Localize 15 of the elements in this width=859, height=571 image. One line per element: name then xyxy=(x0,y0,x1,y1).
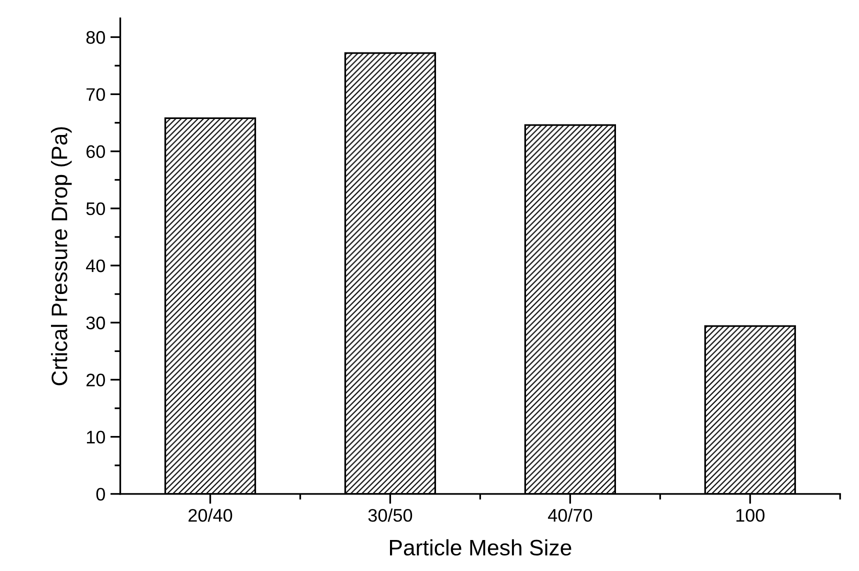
x-tick-label: 20/40 xyxy=(188,508,232,522)
x-tick-label: 40/70 xyxy=(548,508,592,522)
y-tick-label: 40 xyxy=(86,259,105,272)
y-tick-label: 80 xyxy=(86,31,105,44)
y-tick-label: 50 xyxy=(86,202,105,216)
x-axis-title: Particle Mesh Size xyxy=(390,539,572,556)
y-tick-label: 70 xyxy=(86,88,105,101)
y-tick-label: 20 xyxy=(86,374,105,386)
y-tick-label: 0 xyxy=(96,488,105,501)
y-tick-label: 10 xyxy=(86,430,105,444)
x-tick-label: 30/50 xyxy=(368,508,412,522)
y-axis-title: Crtical Pressure Drop (Pa) xyxy=(50,127,72,386)
y-tick-label: 60 xyxy=(86,145,105,158)
x-tick-label: 100 xyxy=(736,508,764,522)
y-tick-label: 30 xyxy=(86,316,105,330)
